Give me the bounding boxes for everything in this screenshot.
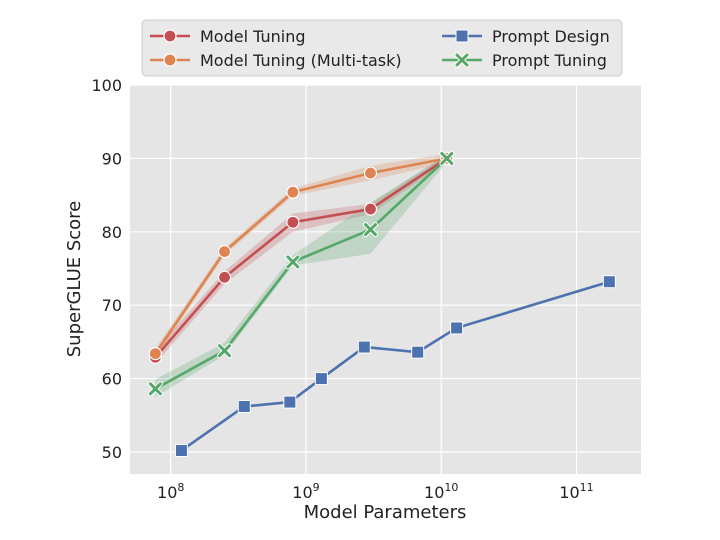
prompt-design-point (602, 275, 616, 289)
y-tick-label: 90 (102, 149, 122, 168)
y-tick-label: 80 (102, 223, 122, 242)
prompt-design-point (314, 372, 328, 386)
x-tick-exponent: 11 (580, 481, 594, 494)
prompt-design-point (357, 340, 371, 354)
y-tick-label: 70 (102, 296, 122, 315)
prompt-design-point (283, 395, 297, 409)
prompt-tuning-point (217, 343, 233, 359)
marker-x-stroke (148, 382, 162, 396)
y-axis-title: SuperGLUE Score (64, 201, 85, 358)
y-tick-label: 60 (102, 370, 122, 389)
legend-swatch-marker (455, 29, 469, 43)
legend-swatch-marker (163, 53, 177, 67)
model-tuning-multi-task-point (286, 185, 300, 199)
series-markers (147, 150, 616, 458)
legend-label: Model Tuning (Multi-task) (200, 51, 402, 70)
x-tick-exponent: 8 (177, 481, 184, 494)
marker-x-stroke (440, 151, 454, 165)
prompt-tuning-point (147, 381, 163, 397)
legend-entry-model-tuning: Model Tuning (150, 27, 306, 46)
prompt-design-point (450, 321, 464, 335)
prompt-tuning-point (285, 254, 301, 270)
legend-label: Prompt Design (492, 27, 610, 46)
model-tuning-multi-task-point (148, 347, 162, 361)
x-axis-ticks: 108 109 1010 1011 (157, 481, 594, 502)
x-tick-exponent: 10 (444, 481, 458, 494)
x-tick-label: 108 (157, 481, 184, 502)
x-tick-label: 109 (292, 481, 319, 502)
x-tick-base: 10 (559, 483, 579, 502)
model-tuning-multi-task-point (217, 245, 232, 259)
grid (130, 84, 641, 474)
legend-label: Prompt Tuning (492, 51, 607, 70)
x-tick-label: 1010 (424, 481, 458, 502)
plot-background (130, 85, 641, 474)
prompt-design-point (237, 399, 251, 413)
x-tick-label: 1011 (559, 481, 593, 502)
prompt-tuning-point (362, 222, 378, 238)
x-axis-title: Model Parameters (304, 502, 467, 523)
prompt-tuning-band (155, 154, 447, 397)
legend-swatch-marker (163, 29, 177, 43)
model-tuning-point (363, 202, 378, 216)
y-tick-label: 100 (91, 76, 122, 95)
legend-entry-model-tuning-multi-task: Model Tuning (Multi-task) (150, 51, 402, 70)
prompt-tuning-point (439, 150, 455, 166)
prompt-design-point (174, 444, 188, 458)
marker-x-stroke (363, 223, 377, 237)
x-tick-base: 10 (157, 483, 177, 502)
legend-box (141, 19, 623, 77)
model-tuning-point (286, 215, 300, 229)
legend-swatch-marker (454, 52, 470, 68)
model-tuning-point (217, 270, 232, 284)
marker-x-stroke (218, 344, 232, 358)
legend-entry-prompt-tuning: Prompt Tuning (442, 51, 607, 70)
x-tick-base: 10 (292, 483, 312, 502)
y-axis-ticks: 50 60 70 80 90 100 (91, 76, 122, 462)
x-tick-exponent: 9 (313, 481, 320, 494)
y-tick-label: 50 (102, 443, 122, 462)
x-tick-base: 10 (424, 483, 444, 502)
marker-x-stroke (455, 53, 469, 67)
prompt-design-point (411, 345, 425, 359)
legend-label: Model Tuning (200, 27, 306, 46)
marker-x-stroke (286, 255, 300, 269)
legend-entry-prompt-design: Prompt Design (442, 27, 610, 46)
model-tuning-multi-task-point (363, 166, 378, 180)
legend: Model Tuning Model Tuning (Multi-task) Pro… (141, 19, 623, 77)
